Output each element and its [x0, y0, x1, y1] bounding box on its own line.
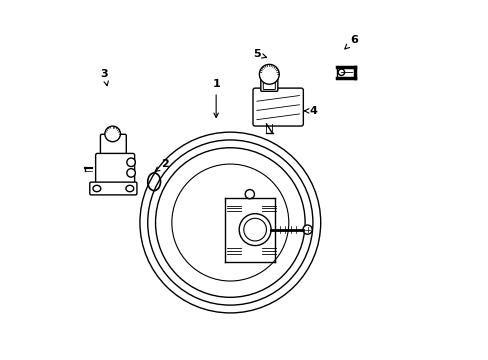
- Text: 2: 2: [155, 159, 168, 171]
- Circle shape: [104, 126, 120, 142]
- FancyBboxPatch shape: [100, 134, 126, 157]
- Text: 6: 6: [344, 35, 358, 49]
- FancyBboxPatch shape: [260, 74, 277, 91]
- Text: 3: 3: [101, 69, 108, 86]
- Ellipse shape: [126, 185, 133, 192]
- Text: 4: 4: [304, 106, 317, 116]
- Circle shape: [239, 214, 270, 246]
- FancyBboxPatch shape: [263, 76, 275, 90]
- Circle shape: [126, 158, 135, 167]
- Circle shape: [303, 225, 311, 234]
- Circle shape: [338, 69, 344, 76]
- FancyBboxPatch shape: [90, 182, 137, 195]
- Circle shape: [259, 64, 279, 84]
- FancyBboxPatch shape: [252, 88, 303, 126]
- Text: 5: 5: [253, 49, 266, 59]
- Circle shape: [126, 168, 135, 177]
- Circle shape: [244, 218, 266, 241]
- FancyBboxPatch shape: [96, 153, 134, 184]
- Text: 1: 1: [212, 79, 220, 117]
- Ellipse shape: [93, 185, 101, 192]
